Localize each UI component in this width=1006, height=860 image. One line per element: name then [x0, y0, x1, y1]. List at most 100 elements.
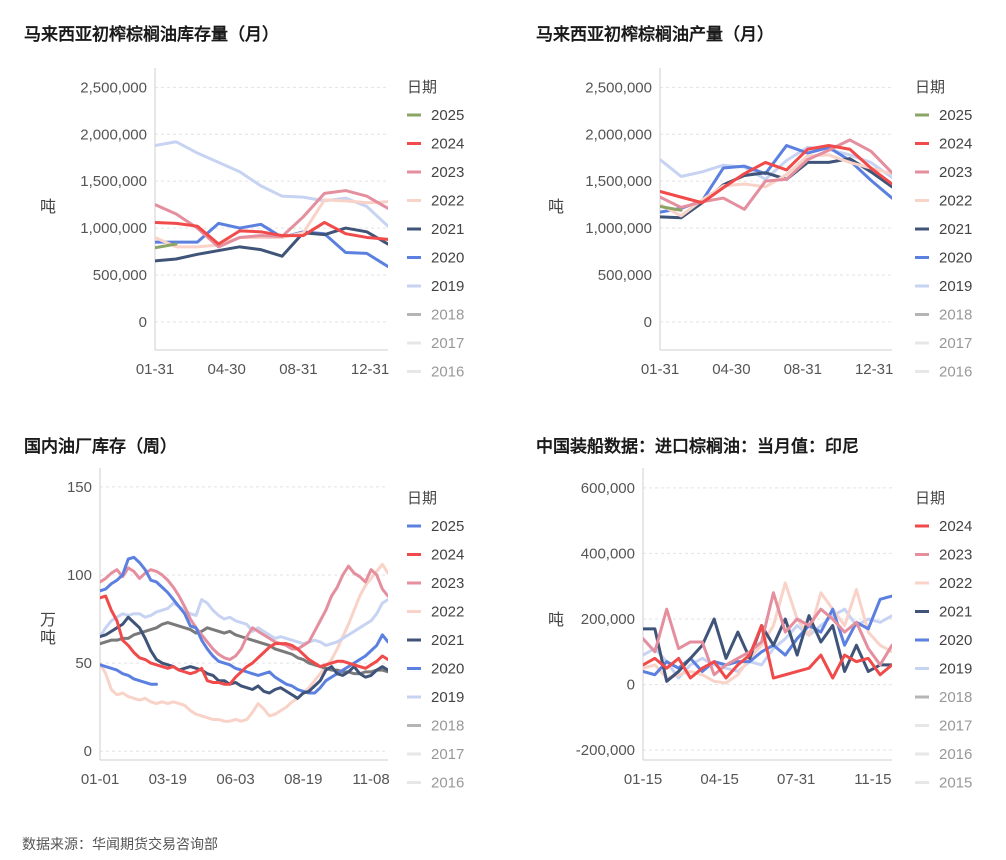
y-tick-label: 0	[644, 314, 652, 331]
chart-title: 国内油厂库存（周）	[24, 436, 177, 456]
legend-label: 2020	[939, 632, 972, 649]
series-line-2023	[643, 591, 892, 677]
legend-item-2022[interactable]: 2022	[407, 604, 464, 621]
series-line-2024	[660, 144, 892, 205]
legend-item-2024[interactable]: 2024	[407, 136, 464, 153]
legend-item-2018[interactable]: 2018	[407, 718, 464, 735]
legend-label: 2023	[431, 575, 464, 592]
legend-item-2022[interactable]: 2022	[407, 193, 464, 210]
chart-2: 马来西亚初榨棕榈油产量（月） 吨 0 500,000 1,000,000 1,500,00…	[536, 24, 972, 381]
legend-item-2022[interactable]: 2022	[915, 193, 972, 210]
series-line-2025	[660, 204, 683, 212]
legend-label: 2025	[431, 518, 464, 535]
y-tick-label: 0	[627, 677, 635, 694]
y-tick-label: 600,000	[581, 480, 635, 497]
legend-item-2019[interactable]: 2019	[915, 661, 972, 678]
legend-item-2021[interactable]: 2021	[407, 221, 464, 238]
legend-label: 2025	[939, 107, 972, 124]
x-tick-label: 01-31	[641, 361, 679, 378]
legend-item-2021[interactable]: 2021	[915, 604, 972, 621]
legend-item-2020[interactable]: 2020	[407, 250, 464, 267]
legend-item-2019[interactable]: 2019	[407, 689, 464, 706]
legend-label: 2024	[939, 136, 972, 153]
legend-item-2018[interactable]: 2018	[915, 307, 972, 324]
legend-label: 2023	[431, 164, 464, 181]
legend-label: 2022	[939, 575, 972, 592]
y-axis-label: 万吨	[40, 612, 56, 647]
legend-item-2020[interactable]: 2020	[915, 250, 972, 267]
y-tick-label: 2,000,000	[80, 126, 147, 143]
chart-title: 中国装船数据：进口棕榈油：当月值：印尼	[536, 436, 859, 456]
legend-item-2022[interactable]: 2022	[915, 575, 972, 592]
legend-label: 2018	[431, 718, 464, 735]
x-tick-label: 12-31	[351, 361, 389, 378]
legend-item-2019[interactable]: 2019	[915, 278, 972, 295]
legend-item-2016[interactable]: 2016	[407, 364, 464, 381]
legend-item-2023[interactable]: 2023	[407, 164, 464, 181]
legend-item-2021[interactable]: 2021	[915, 221, 972, 238]
series-line-2019	[100, 598, 388, 647]
y-tick-label: 200,000	[581, 611, 635, 628]
legend-label: 2022	[431, 604, 464, 621]
legend-item-2016[interactable]: 2016	[915, 364, 972, 381]
y-tick-label: 500,000	[598, 267, 652, 284]
legend-label: 2015	[939, 775, 972, 792]
legend-label: 2024	[939, 518, 972, 535]
legend-item-2020[interactable]: 2020	[407, 661, 464, 678]
legend-item-2024[interactable]: 2024	[407, 547, 464, 564]
legend-item-2015[interactable]: 2015	[915, 775, 972, 792]
x-tick-label: 08-19	[284, 771, 322, 788]
legend-item-2024[interactable]: 2024	[915, 518, 972, 535]
legend-item-2017[interactable]: 2017	[915, 718, 972, 735]
legend-item-2025[interactable]: 2025	[915, 107, 972, 124]
legend-item-2024[interactable]: 2024	[915, 136, 972, 153]
legend-label: 2021	[939, 221, 972, 238]
x-tick-label: 12-31	[855, 361, 893, 378]
legend-label: 2024	[431, 547, 464, 564]
y-axis-label: 吨	[548, 198, 564, 216]
legend-label: 2020	[431, 250, 464, 267]
series-line-2019	[155, 140, 388, 228]
series-line-2024	[155, 220, 388, 246]
legend-label: 2022	[939, 193, 972, 210]
y-tick-label: 500,000	[93, 267, 147, 284]
legend-item-2016[interactable]: 2016	[407, 775, 464, 792]
legend-item-2017[interactable]: 2017	[407, 335, 464, 352]
legend-item-2023[interactable]: 2023	[915, 164, 972, 181]
legend-item-2016[interactable]: 2016	[915, 746, 972, 763]
series-line-2021	[660, 157, 892, 220]
series-line-2019	[660, 145, 892, 181]
x-tick-label: 01-01	[81, 771, 119, 788]
y-axis-label: 吨	[548, 611, 564, 629]
legend-item-2023[interactable]: 2023	[915, 547, 972, 564]
legend-label: 2017	[431, 746, 464, 763]
legend-item-2023[interactable]: 2023	[407, 575, 464, 592]
legend-item-2025[interactable]: 2025	[407, 518, 464, 535]
x-tick-label: 04-30	[712, 361, 750, 378]
chart-title: 马来西亚初榨棕榈油产量（月）	[536, 24, 774, 44]
y-axis-label: 吨	[40, 198, 56, 216]
x-tick-label: 08-31	[279, 361, 317, 378]
legend-item-2018[interactable]: 2018	[407, 307, 464, 324]
y-tick-label: 1,000,000	[80, 220, 147, 237]
x-tick-label: 04-15	[700, 771, 738, 788]
legend-title: 日期	[407, 79, 437, 96]
series-line-2021	[155, 226, 388, 263]
legend-label: 2018	[939, 689, 972, 706]
series-line-2025	[100, 663, 158, 686]
y-tick-label: 0	[84, 743, 92, 760]
legend-item-2019[interactable]: 2019	[407, 278, 464, 295]
legend-item-2025[interactable]: 2025	[407, 107, 464, 124]
legend-item-2021[interactable]: 2021	[407, 632, 464, 649]
y-tick-label: 2,500,000	[585, 79, 652, 96]
legend-label: 2019	[431, 278, 464, 295]
legend-item-2017[interactable]: 2017	[915, 335, 972, 352]
legend-item-2020[interactable]: 2020	[915, 632, 972, 649]
legend-label: 2017	[939, 718, 972, 735]
legend-item-2018[interactable]: 2018	[915, 689, 972, 706]
y-tick-label: 2,000,000	[585, 126, 652, 143]
chart-1: 马来西亚初榨棕榈油库存量（月） 吨 0 500,000 1,000,000 1,500,0…	[24, 24, 464, 381]
x-tick-label: 11-08	[352, 771, 389, 788]
legend-item-2017[interactable]: 2017	[407, 746, 464, 763]
x-tick-label: 06-03	[216, 771, 254, 788]
